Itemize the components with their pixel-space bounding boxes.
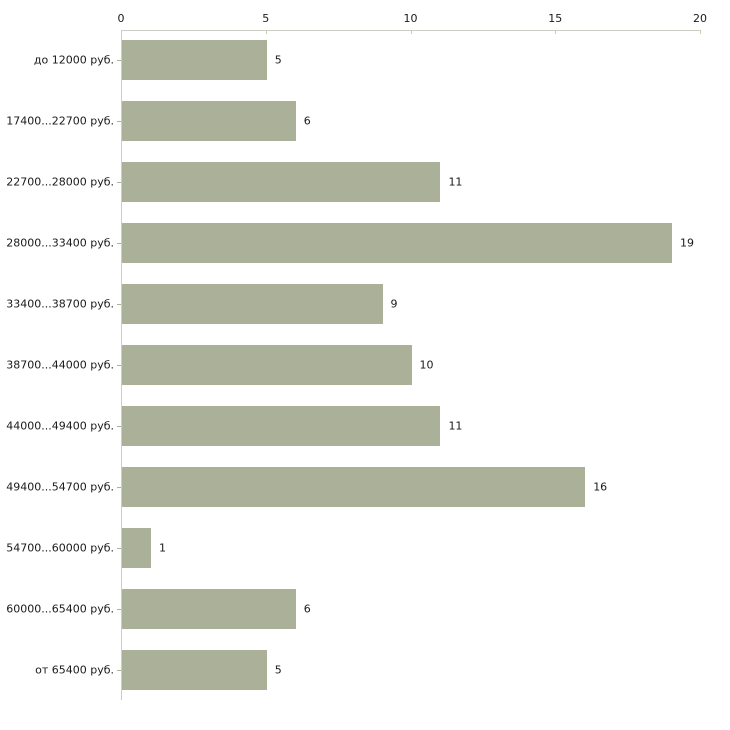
bar-value-label: 9 <box>390 297 398 311</box>
category-tick-mark <box>117 121 121 123</box>
category-tick-mark <box>117 182 121 184</box>
bar-value-label: 11 <box>448 175 463 189</box>
x-tick-label: 15 <box>548 12 563 25</box>
category-label: до 12000 руб. <box>33 53 114 67</box>
bar-value-label: 6 <box>303 114 311 128</box>
bar <box>122 588 296 629</box>
x-tick-label: 20 <box>693 12 707 25</box>
x-tick-mark <box>265 30 267 34</box>
category-label: 60000...65400 руб. <box>6 602 114 616</box>
bar <box>122 101 296 142</box>
category-label: 33400...38700 руб. <box>6 297 114 311</box>
bar-value-label: 5 <box>274 53 282 67</box>
bar <box>122 40 267 81</box>
category-label: 54700...60000 руб. <box>6 541 114 555</box>
category-label: 49400...54700 руб. <box>6 480 114 494</box>
bar-value-label: 1 <box>158 541 166 555</box>
category-tick-mark <box>117 547 121 549</box>
bar-value-label: 6 <box>303 602 311 616</box>
x-tick-mark <box>700 30 701 34</box>
category-label: 38700...44000 руб. <box>6 358 114 372</box>
category-label: 44000...49400 руб. <box>6 419 114 433</box>
bar <box>122 345 412 385</box>
bar <box>122 466 586 507</box>
x-tick-mark <box>555 30 557 34</box>
bar-value-label: 19 <box>680 236 695 250</box>
category-tick-mark <box>117 304 121 306</box>
category-tick-mark <box>117 669 121 671</box>
x-tick-label: 5 <box>262 12 270 25</box>
x-tick-label: 10 <box>403 12 418 25</box>
bar <box>122 223 673 264</box>
bar <box>122 162 441 203</box>
category-label: 17400...22700 руб. <box>6 114 114 128</box>
category-tick-mark <box>117 608 121 610</box>
bar-value-label: 11 <box>448 419 463 433</box>
bar-value-label: 5 <box>274 663 282 677</box>
x-tick-mark <box>410 30 412 34</box>
bar <box>122 284 383 325</box>
category-tick-mark <box>117 365 121 366</box>
category-tick-mark <box>117 425 121 427</box>
bar-value-label: 10 <box>419 358 434 372</box>
category-label: 28000...33400 руб. <box>6 236 114 250</box>
x-tick-label: 0 <box>117 12 125 25</box>
category-label: от 65400 руб. <box>35 663 114 677</box>
category-tick-mark <box>117 486 121 488</box>
bar-value-label: 16 <box>593 480 608 494</box>
bar <box>122 405 441 446</box>
category-tick-mark <box>117 60 121 62</box>
category-label: 22700...28000 руб. <box>6 175 114 189</box>
bar <box>122 527 151 568</box>
bar <box>122 649 267 690</box>
category-tick-mark <box>117 243 121 245</box>
